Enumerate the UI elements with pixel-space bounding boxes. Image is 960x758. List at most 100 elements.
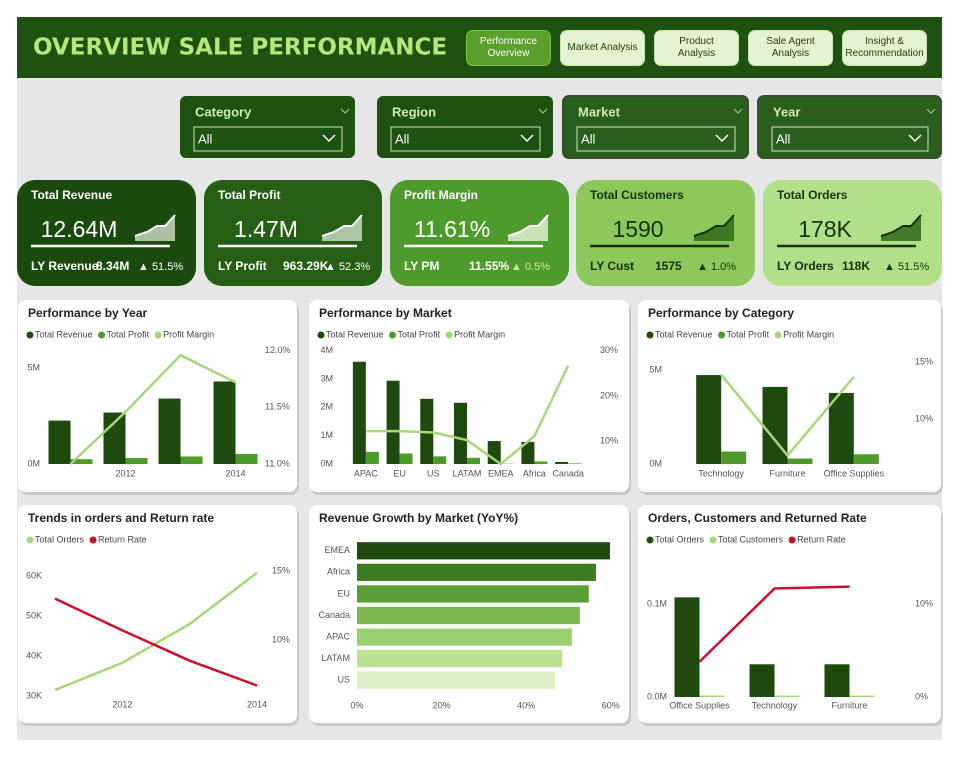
y-tick-label: 40K xyxy=(26,650,42,660)
bar xyxy=(534,461,548,464)
filter-label: Region xyxy=(392,104,436,119)
chart-panel: Performance by Year 0M 5M 11.0% 11.5% 12.0% To… xyxy=(18,300,299,495)
bar xyxy=(774,695,800,697)
y-tick-label: APAC xyxy=(326,631,350,641)
bar xyxy=(555,462,569,464)
legend-marker xyxy=(389,331,397,339)
bar xyxy=(787,458,813,464)
y2-tick-label: 15% xyxy=(915,356,933,366)
legend-marker xyxy=(98,331,106,339)
y2-tick-label: 10% xyxy=(915,413,933,423)
kpi-value: 11.61% xyxy=(414,216,490,242)
filter-value: All xyxy=(581,131,596,146)
filter-value: All xyxy=(776,131,791,146)
filter-slicer[interactable]: Market All xyxy=(562,95,749,159)
chart-panel: Trends in orders and Return rate 30K 40K 50… xyxy=(18,505,299,726)
nav-button[interactable]: Insight & Recommendation xyxy=(842,30,927,66)
bar xyxy=(213,381,236,464)
kpi-ly-value: 11.55% xyxy=(469,259,509,273)
panel-bg xyxy=(638,505,941,723)
y-tick-label: 3M xyxy=(320,373,333,383)
y2-tick-label: 15% xyxy=(272,565,290,575)
legend-marker xyxy=(709,536,717,544)
legend-marker xyxy=(788,536,796,544)
legend-label: Total Orders xyxy=(655,534,705,544)
chart-title: Performance by Market xyxy=(319,306,452,320)
filter-dropdown[interactable] xyxy=(193,126,343,152)
filter-dropdown[interactable] xyxy=(576,126,736,152)
legend-label: Total Revenue xyxy=(655,329,713,339)
legend-marker xyxy=(26,536,34,544)
kpi-ly-label: LY Orders xyxy=(777,259,834,273)
y-tick-label: 0M xyxy=(320,458,333,468)
dropdown-chevron xyxy=(908,134,922,143)
kpi-ly-value: 118K xyxy=(842,259,870,273)
kpi-ly-label: LY PM xyxy=(404,259,439,273)
nav-button[interactable]: Sale Agent Analysis xyxy=(748,30,833,66)
kpi-change: ▲ 1.0% xyxy=(697,261,736,273)
y2-tick-label: 10% xyxy=(915,599,933,609)
kpi-value: 12.64M xyxy=(41,216,118,242)
filter-label: Market xyxy=(578,104,621,119)
y2-tick-label: 11.0% xyxy=(265,458,290,468)
x-tick-label: 40% xyxy=(517,700,535,710)
filter-value: All xyxy=(198,131,213,146)
filter-collapse-icon xyxy=(538,108,548,114)
kpi-ly-label: LY Profit xyxy=(218,259,267,273)
x-tick-label: Technology xyxy=(698,468,744,478)
kpi-value: 1590 xyxy=(612,216,663,242)
y-tick-label: LATAM xyxy=(321,653,350,663)
filter-collapse-icon xyxy=(926,108,936,114)
y2-tick-label: 10% xyxy=(600,435,618,445)
x-tick-label: 2012 xyxy=(115,468,135,478)
kpi-card-bg xyxy=(576,180,755,286)
bar xyxy=(749,664,775,697)
x-tick-label: 2014 xyxy=(225,468,245,478)
y2-tick-label: 11.5% xyxy=(265,402,290,412)
bar xyxy=(568,463,582,464)
y-tick-label: 5M xyxy=(649,364,662,374)
x-tick-label: 2012 xyxy=(112,699,132,709)
bar xyxy=(70,459,93,464)
nav-button[interactable]: Market Analysis xyxy=(560,30,645,66)
filter-label: Category xyxy=(195,104,252,119)
line-series xyxy=(365,365,570,466)
chart-title: Revenue Growth by Market (YoY%) xyxy=(319,511,518,525)
y2-tick-label: 12.0% xyxy=(265,345,291,355)
filter-dropdown[interactable] xyxy=(771,126,929,152)
bar xyxy=(433,456,447,464)
y2-tick-label: 30% xyxy=(600,345,618,355)
dropdown-chevron xyxy=(715,134,729,143)
y-tick-label: 0M xyxy=(649,458,662,468)
nav-button[interactable]: Product Analysis xyxy=(654,30,739,66)
kpi-title: Total Customers xyxy=(590,188,684,202)
kpi-change: ▲ 51.5% xyxy=(884,261,929,273)
legend-label: Total Profit xyxy=(107,329,150,339)
y-tick-label: 60K xyxy=(26,570,42,580)
x-tick-label: US xyxy=(427,468,440,478)
filter-slicer[interactable]: Category All xyxy=(180,96,355,158)
bar xyxy=(824,664,850,697)
kpi-ly-label: LY Cust xyxy=(590,259,634,273)
legend-label: Return Rate xyxy=(98,534,147,544)
filter-dropdown[interactable] xyxy=(390,126,541,152)
kpi-card: Total Customers 1590 LY Cust 1575 ▲ 1.0% xyxy=(576,180,755,286)
filter-slicer[interactable]: Region All xyxy=(377,96,553,158)
bar xyxy=(48,420,71,464)
kpi-sparkline xyxy=(693,214,735,237)
x-tick-label: Technology xyxy=(752,700,798,710)
y-tick-label: US xyxy=(337,675,350,685)
kpi-change: ▲ 51.5% xyxy=(138,261,183,273)
kpi-title: Total Orders xyxy=(777,188,848,202)
kpi-ly-value: 8.34M xyxy=(96,259,129,273)
kpi-card: Total Orders 178K LY Orders 118K ▲ 51.5% xyxy=(763,180,942,286)
bar xyxy=(180,456,203,464)
legend-marker xyxy=(154,331,162,339)
kpi-card: Total Profit 1.47M LY Profit 963.29K▲ 52.3% xyxy=(204,180,382,286)
chart-panel: Orders, Customers and Returned Rate 0.0M 0… xyxy=(638,505,943,726)
bar xyxy=(357,671,555,689)
nav-button[interactable]: Performance Overview xyxy=(466,30,551,66)
x-tick-label: LATAM xyxy=(453,468,482,478)
legend-marker xyxy=(26,331,34,339)
filter-slicer[interactable]: Year All xyxy=(757,95,942,159)
